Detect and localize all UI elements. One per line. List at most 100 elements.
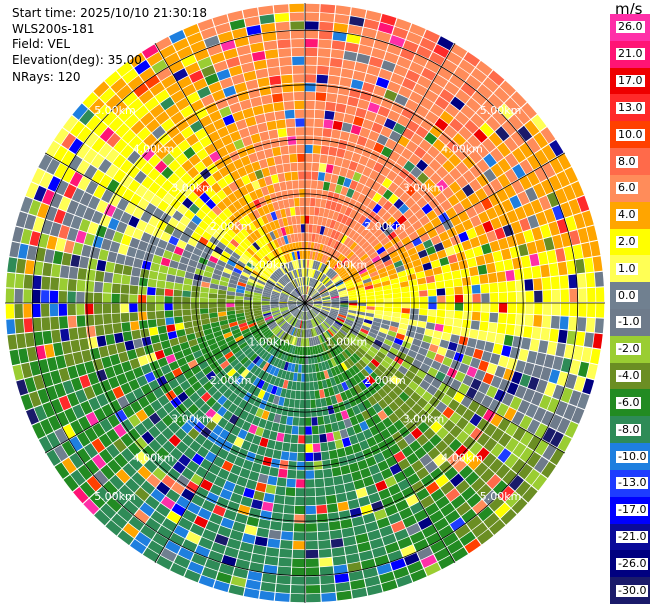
velocity-gate [575, 259, 585, 274]
velocity-gate [320, 442, 328, 451]
velocity-gate [209, 288, 218, 294]
velocity-gate [165, 310, 174, 317]
velocity-gate [316, 399, 322, 408]
velocity-gate [296, 488, 305, 496]
velocity-gate [277, 477, 287, 486]
velocity-gate [270, 521, 282, 531]
velocity-gate [288, 136, 297, 145]
velocity-gate [24, 275, 33, 289]
velocity-gate [53, 343, 63, 357]
velocity-gate [42, 263, 52, 277]
velocity-gate [301, 233, 305, 241]
velocity-gate [467, 258, 477, 268]
velocity-gate [376, 299, 384, 303]
velocity-gate [323, 415, 330, 424]
velocity-gate [289, 154, 297, 163]
velocity-gate [290, 163, 297, 172]
velocity-gate [310, 400, 316, 409]
velocity-gate [165, 317, 174, 325]
velocity-gate [330, 530, 342, 540]
velocity-gate [305, 13, 319, 22]
velocity-gate [295, 391, 300, 399]
velocity-gate [306, 453, 314, 461]
velocity-gate [321, 584, 336, 593]
velocity-gate [235, 300, 243, 303]
velocity-gate [276, 433, 284, 442]
velocity-gate [450, 334, 460, 343]
velocity-gate [558, 262, 568, 276]
velocity-gate [316, 190, 322, 199]
range-ring-label: 4.00km [133, 451, 175, 464]
velocity-gate [489, 313, 498, 323]
colorbar-label: 17.0 [616, 75, 645, 87]
velocity-gate [517, 303, 525, 314]
velocity-gate [103, 304, 111, 314]
velocity-gate [317, 66, 329, 75]
velocity-gate [156, 288, 165, 296]
velocity-gate [436, 281, 445, 289]
velocity-gate [596, 303, 605, 318]
velocity-gate [59, 278, 68, 290]
range-ring-label: 2.00km [210, 374, 252, 387]
velocity-gate [8, 335, 18, 350]
velocity-gate [77, 280, 86, 292]
velocity-gate [305, 338, 307, 346]
velocity-gate [320, 4, 335, 13]
velocity-gate [354, 525, 367, 536]
velocity-gate [73, 352, 84, 365]
velocity-gate [312, 154, 320, 163]
velocity-gate [18, 348, 29, 363]
velocity-gate [7, 257, 17, 272]
velocity-gate [507, 281, 516, 292]
velocity-gate [218, 307, 226, 312]
velocity-gate [346, 34, 360, 44]
velocity-gate [86, 315, 95, 326]
velocity-gate [278, 566, 292, 575]
velocity-gate [303, 260, 305, 268]
velocity-gate [564, 246, 574, 260]
velocity-gate [218, 294, 226, 299]
velocity-gate [305, 215, 309, 223]
velocity-gate [305, 207, 310, 215]
velocity-gate [352, 588, 368, 599]
velocity-gate [294, 400, 300, 408]
velocity-gate [490, 353, 501, 365]
velocity-gate [315, 101, 325, 110]
velocity-gate [320, 575, 334, 584]
velocity-gate [564, 344, 574, 358]
velocity-gate [312, 426, 319, 435]
velocity-gate [305, 171, 311, 179]
velocity-gate [156, 296, 164, 303]
velocity-gate [86, 269, 95, 281]
velocity-gate [267, 538, 280, 548]
velocity-gate [295, 118, 304, 126]
velocity-gate [293, 66, 305, 74]
velocity-gate [288, 461, 297, 470]
velocity-gate [262, 502, 273, 512]
velocity-gate [291, 39, 304, 48]
velocity-gate [226, 307, 234, 311]
velocity-gate [64, 240, 75, 253]
velocity-gate [345, 42, 359, 52]
velocity-gate [367, 299, 375, 303]
velocity-gate [6, 304, 15, 319]
velocity-gate [78, 268, 88, 280]
velocity-gate [342, 474, 353, 484]
velocity-gate [325, 102, 336, 111]
colorbar-label: -21.0 [616, 531, 648, 543]
velocity-gate [251, 463, 261, 473]
velocity-gate [560, 275, 569, 288]
velocity-gate [350, 579, 365, 590]
velocity-gate [293, 417, 299, 426]
velocity-gate [113, 273, 122, 283]
velocity-gate [527, 351, 538, 364]
velocity-gate [499, 303, 507, 313]
velocity-gate [274, 4, 289, 13]
velocity-gate [280, 66, 292, 75]
velocity-gate [275, 111, 285, 120]
velocity-gate [495, 261, 505, 272]
velocity-gate [298, 233, 302, 241]
velocity-gate [147, 304, 155, 312]
velocity-gate [329, 67, 341, 77]
velocity-gate [284, 172, 291, 181]
